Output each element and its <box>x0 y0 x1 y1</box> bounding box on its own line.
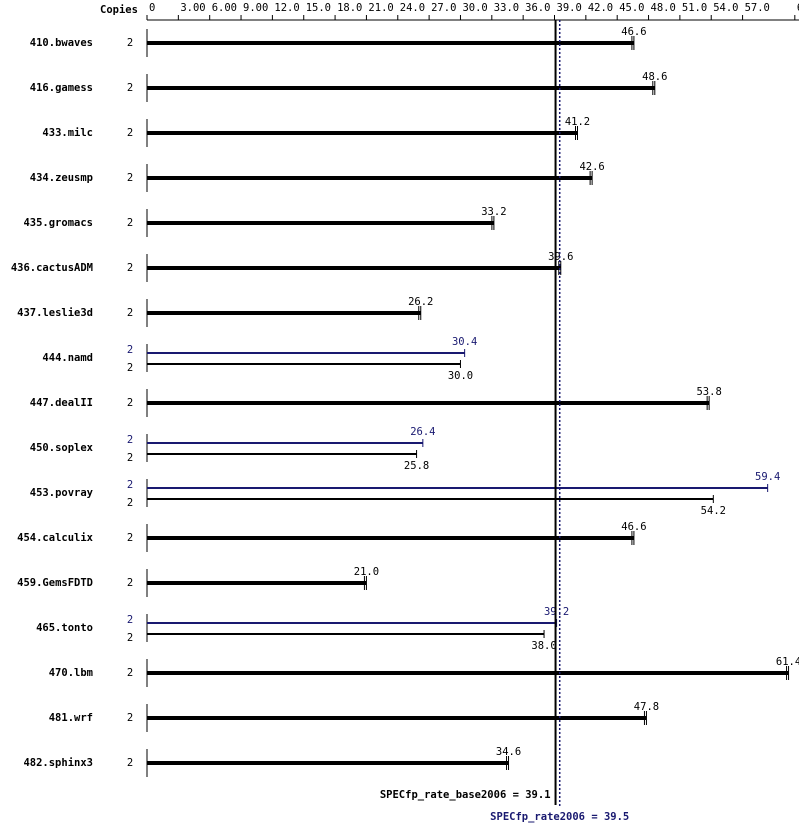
x-tick-label: 62.0 <box>797 2 799 14</box>
x-tick-label: 54.0 <box>713 2 738 14</box>
value-label: 59.4 <box>755 471 780 483</box>
category-label: 482.sphinx3 <box>23 757 93 769</box>
copies: 2 <box>127 479 133 491</box>
category-label: 453.povray <box>30 487 94 499</box>
copies: 2 <box>127 497 133 509</box>
copies: 2 <box>127 344 133 356</box>
copies: 2 <box>127 434 133 446</box>
x-tick-label: 9.00 <box>243 2 268 14</box>
category-label: 447.dealII <box>30 397 93 409</box>
copies: 2 <box>127 757 133 769</box>
category-label: 481.wrf <box>49 712 93 724</box>
value-label: 30.4 <box>452 336 477 348</box>
value-label: 30.0 <box>448 370 473 382</box>
copies: 2 <box>127 127 133 139</box>
x-tick-label: 15.0 <box>306 2 331 14</box>
value-label: 46.6 <box>621 521 646 533</box>
x-tick-label: 27.0 <box>431 2 456 14</box>
category-label: 416.gamess <box>30 82 93 94</box>
x-tick-label: 6.00 <box>212 2 237 14</box>
category-label: 444.namd <box>42 352 93 364</box>
x-tick-label: 18.0 <box>337 2 362 14</box>
category-label: 459.GemsFDTD <box>17 577 93 589</box>
value-label: 26.2 <box>408 296 433 308</box>
copies: 2 <box>127 362 133 374</box>
x-tick-label: 33.0 <box>494 2 519 14</box>
copies: 2 <box>127 712 133 724</box>
category-label: 450.soplex <box>30 442 94 454</box>
x-tick-label: 48.0 <box>651 2 676 14</box>
value-label: 39.2 <box>544 606 569 618</box>
x-tick-label: 36.0 <box>525 2 550 14</box>
value-label: 21.0 <box>354 566 379 578</box>
category-label: 435.gromacs <box>23 217 93 229</box>
x-tick-label: 57.0 <box>745 2 770 14</box>
category-label: 454.calculix <box>17 532 94 544</box>
value-label: 42.6 <box>579 161 604 173</box>
copies: 2 <box>127 614 133 626</box>
value-label: 48.6 <box>642 71 667 83</box>
value-label: 39.6 <box>548 251 573 263</box>
value-label: 46.6 <box>621 26 646 38</box>
category-label: 470.lbm <box>49 667 93 679</box>
category-label: 436.cactusADM <box>11 262 93 274</box>
copies: 2 <box>127 172 133 184</box>
value-label: 34.6 <box>496 746 521 758</box>
category-label: 437.leslie3d <box>17 307 93 319</box>
x-tick-label: 12.0 <box>274 2 299 14</box>
copies: 2 <box>127 217 133 229</box>
x-tick-label: 0 <box>149 2 155 14</box>
category-label: 434.zeusmp <box>30 172 93 184</box>
value-label: 61.4 <box>776 656 799 668</box>
x-tick-label: 21.0 <box>368 2 393 14</box>
value-label: 54.2 <box>701 505 726 517</box>
copies: 2 <box>127 532 133 544</box>
copies: 2 <box>127 37 133 49</box>
copies: 2 <box>127 307 133 319</box>
copies: 2 <box>127 397 133 409</box>
x-tick-label: 45.0 <box>619 2 644 14</box>
copies: 2 <box>127 452 133 464</box>
copies: 2 <box>127 577 133 589</box>
category-label: 410.bwaves <box>30 37 93 49</box>
x-tick-label: 42.0 <box>588 2 613 14</box>
reference-label: SPECfp_rate2006 = 39.5 <box>490 811 629 823</box>
value-label: 41.2 <box>565 116 590 128</box>
x-tick-label: 39.0 <box>557 2 582 14</box>
copies: 2 <box>127 667 133 679</box>
value-label: 53.8 <box>696 386 721 398</box>
copies: 2 <box>127 82 133 94</box>
value-label: 25.8 <box>404 460 429 472</box>
copies: 2 <box>127 262 133 274</box>
x-tick-label: 30.0 <box>462 2 487 14</box>
copies: 2 <box>127 632 133 644</box>
value-label: 38.0 <box>531 640 556 652</box>
reference-label: SPECfp_rate_base2006 = 39.1 <box>380 789 551 801</box>
value-label: 47.8 <box>634 701 659 713</box>
category-label: 465.tonto <box>36 622 93 634</box>
value-label: 33.2 <box>481 206 506 218</box>
copies-header: Copies <box>100 4 138 16</box>
x-tick-label: 3.00 <box>180 2 205 14</box>
x-tick-label: 24.0 <box>400 2 425 14</box>
value-label: 26.4 <box>410 426 435 438</box>
x-tick-label: 51.0 <box>682 2 707 14</box>
category-label: 433.milc <box>42 127 93 139</box>
